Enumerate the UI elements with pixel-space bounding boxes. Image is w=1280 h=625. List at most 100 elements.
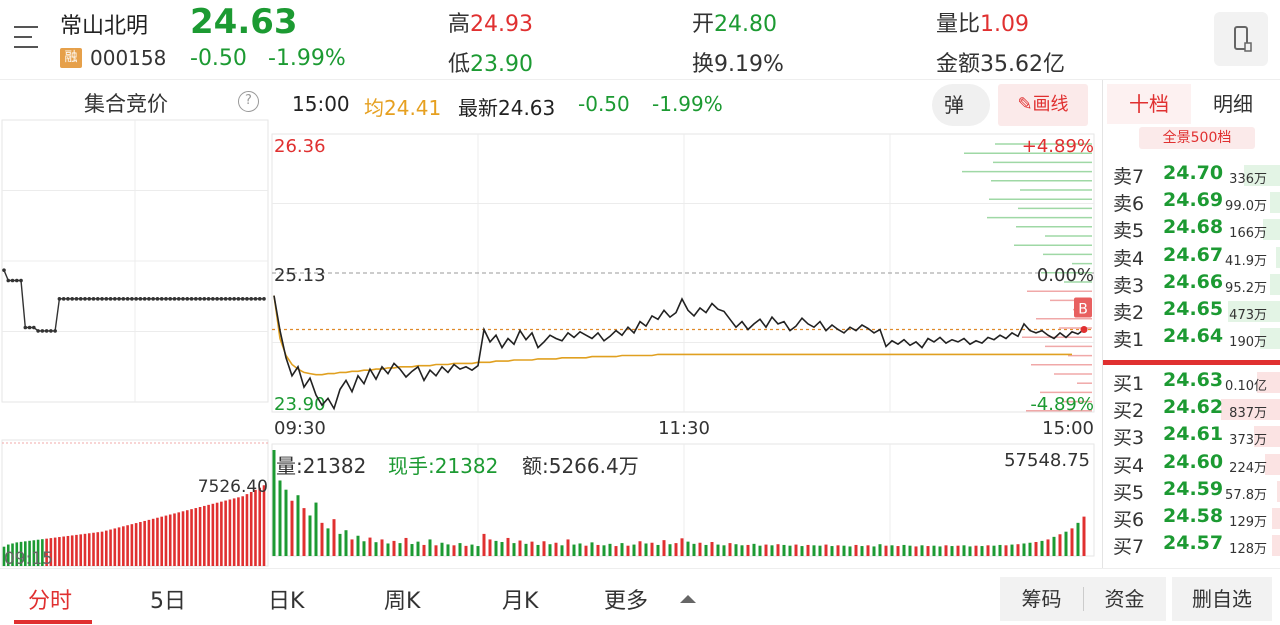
tab-5day[interactable]: 5日 — [150, 589, 186, 614]
tab-ten-levels[interactable]: 十档 — [1107, 84, 1191, 124]
ask-level-4[interactable]: 卖4 24.67 41.9万 — [1103, 244, 1280, 271]
volume-bar-130 — [1052, 536, 1056, 556]
panorama-500-button[interactable]: 全景500档 — [1139, 127, 1255, 149]
volume-bar-15 — [362, 541, 366, 556]
ask-vol: 41.9万 — [1225, 253, 1267, 269]
ask-level-2[interactable]: 卖2 24.65 473万 — [1103, 298, 1280, 325]
auction-point-54 — [232, 297, 236, 301]
bid-vol: 0.10亿 — [1225, 379, 1267, 394]
bid-level-7[interactable]: 买7 24.57 128万 — [1103, 532, 1280, 559]
bid-price: 24.60 — [1163, 450, 1224, 473]
volume-bar-22 — [404, 537, 408, 556]
auction-vol-bar-34 — [147, 519, 151, 566]
auction-vol-bar-38 — [164, 515, 168, 566]
auction-point-34 — [147, 297, 151, 301]
auction-point-60 — [257, 297, 262, 301]
rotate-screen-button[interactable] — [1214, 12, 1268, 66]
remove-watchlist-button[interactable]: 删自选 — [1172, 577, 1272, 621]
auction-point-19 — [83, 297, 87, 301]
auction-time-label: 09:15 — [4, 549, 53, 568]
auction-vol-bar-28 — [122, 526, 125, 566]
volume-bar-107 — [914, 546, 918, 556]
auction-vol-bar-50 — [215, 502, 219, 566]
bid-price: 24.58 — [1163, 505, 1224, 527]
menu-icon[interactable] — [14, 24, 44, 50]
volume-bar-59 — [626, 545, 630, 556]
tab-daily-k[interactable]: 日K — [268, 589, 305, 614]
auction-vol-bar-47 — [203, 505, 206, 566]
price-chart: 26.36 25.13 23.90 +4.89% 0.00% -4.89% 09:30 11:… — [271, 133, 1095, 557]
auction-vol-bar-54 — [232, 498, 236, 566]
volume-bar-97 — [854, 544, 858, 556]
ask-level-6[interactable]: 卖6 24.69 99.0万 — [1103, 189, 1280, 216]
bid-level-6[interactable]: 买6 24.58 129万 — [1103, 505, 1280, 532]
volume-bar-39 — [506, 537, 510, 556]
tab-weekly-k[interactable]: 周K — [384, 589, 421, 614]
ask-level-1[interactable]: 卖1 24.64 190万 — [1103, 325, 1280, 352]
ask-depth-bar — [1260, 328, 1280, 350]
volume-bar-84 — [776, 544, 780, 556]
bid-level-4[interactable]: 买4 24.60 224万 — [1103, 451, 1280, 478]
auction-vol-bar-0 — [2, 546, 6, 566]
auction-point-36 — [155, 297, 160, 301]
auction-vol-bar-58 — [249, 491, 253, 566]
help-icon[interactable]: ? — [238, 91, 259, 112]
tab-intraday[interactable]: 分时 — [28, 589, 73, 614]
volume-bar-48 — [560, 545, 564, 556]
stat-amount: 金额35.62亿 — [936, 46, 1065, 78]
x-label-mid: 11:30 — [658, 418, 710, 439]
auction-point-13 — [57, 297, 62, 301]
volume-bar-64 — [656, 544, 660, 556]
volume-bar-51 — [578, 543, 582, 556]
ask-level-3[interactable]: 卖3 24.66 95.2万 — [1103, 271, 1280, 298]
ask-level-5[interactable]: 卖5 24.68 166万 — [1103, 216, 1280, 243]
bid-vol: 129万 — [1229, 515, 1267, 530]
auction-point-44 — [189, 297, 194, 301]
stat-vol-ratio: 量比1.09 — [936, 6, 1029, 38]
volume-bar-119 — [986, 545, 990, 556]
auction-vol-bar-60 — [258, 487, 262, 566]
chips-button[interactable]: 筹码 — [1021, 587, 1062, 611]
auction-vol-bar-27 — [117, 527, 121, 566]
auction-vol-bar-29 — [126, 525, 129, 566]
auction-point-12 — [53, 329, 57, 333]
auction-vol-bar-51 — [220, 501, 223, 566]
funds-button[interactable]: 资金 — [1104, 587, 1145, 611]
volume-bar-63 — [650, 542, 654, 556]
stat-turnover-label: 换 — [692, 52, 715, 77]
draw-line-button[interactable]: ✎画线 — [998, 84, 1088, 126]
popup-toggle-button[interactable]: 弹 — [932, 84, 990, 126]
tab-monthly-k[interactable]: 月K — [502, 589, 539, 614]
volume-bar-49 — [566, 539, 570, 556]
volume-bar-115 — [962, 545, 966, 556]
volume-bar-88 — [800, 546, 804, 556]
pct-label-bottom: -4.89% — [1030, 394, 1094, 415]
ask-level-7[interactable]: 卖7 24.70 336万 — [1103, 162, 1280, 189]
bid-level-5[interactable]: 买5 24.59 57.8万 — [1103, 478, 1280, 505]
volume-bar-6 — [308, 515, 312, 556]
auction-point-50 — [215, 297, 219, 301]
volume-bar-61 — [638, 541, 642, 556]
auction-point-10 — [44, 329, 49, 333]
volume-bar-53 — [590, 542, 594, 556]
bid-level-1[interactable]: 买1 24.63 0.10亿 — [1103, 369, 1280, 396]
bid-price: 24.63 — [1163, 369, 1224, 391]
volume-bar-103 — [890, 545, 894, 556]
tab-more[interactable]: 更多 — [604, 589, 649, 614]
volume-bar-117 — [974, 545, 978, 556]
auction-point-23 — [100, 297, 104, 301]
auction-vol-bar-36 — [156, 517, 159, 566]
bid-level-3[interactable]: 买3 24.61 373万 — [1103, 423, 1280, 450]
auction-point-47 — [202, 297, 207, 301]
ask-price: 24.65 — [1163, 298, 1224, 320]
volume-bar-82 — [764, 544, 768, 556]
ask-depth-bar — [1270, 192, 1280, 214]
ask-label: 卖1 — [1113, 329, 1145, 352]
volume-bar-70 — [692, 543, 696, 556]
bid-level-2[interactable]: 买2 24.62 837万 — [1103, 396, 1280, 423]
volume-bar-95 — [842, 545, 846, 556]
volume-bar-77 — [734, 544, 738, 556]
tab-details[interactable]: 明细 — [1213, 92, 1253, 116]
volume-bar-54 — [596, 544, 600, 556]
pct-label-top: +4.89% — [1022, 136, 1094, 157]
